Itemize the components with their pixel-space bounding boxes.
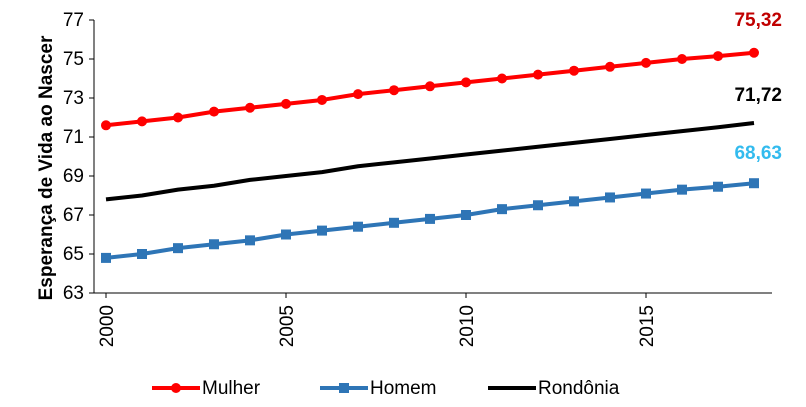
axes (89, 19, 772, 298)
data-point-mulher (497, 73, 507, 84)
data-point-homem (281, 229, 291, 240)
data-point-mulher (317, 94, 327, 105)
y-tick-label: 67 (63, 205, 84, 226)
data-point-homem (461, 210, 471, 220)
data-point-homem (497, 204, 507, 215)
data-point-homem (137, 249, 147, 259)
end-label-mulher: 75,32 (734, 10, 782, 31)
y-tick-label: 65 (63, 244, 84, 265)
data-point-mulher (173, 112, 183, 123)
data-point-homem (209, 239, 219, 250)
data-point-mulher (209, 106, 219, 117)
data-point-mulher (425, 81, 435, 92)
data-point-homem (389, 217, 399, 228)
data-point-homem (245, 235, 255, 246)
x-tick-label: 2005 (277, 305, 298, 347)
data-point-homem (425, 213, 435, 224)
data-point-mulher (569, 65, 579, 76)
y-tick-label: 69 (63, 166, 84, 187)
data-point-mulher (245, 102, 255, 113)
data-point-homem (173, 243, 183, 254)
series-group (101, 47, 759, 263)
x-tick-labels: 2000 2005 2010 2015 (97, 305, 658, 347)
legend-label-homem: Homem (370, 378, 437, 399)
legend: Mulher Homem Rondônia (152, 378, 620, 399)
data-point-homem (713, 181, 723, 192)
data-point-homem (569, 196, 579, 207)
data-point-homem (605, 192, 615, 203)
end-label-homem: 68,63 (734, 143, 782, 164)
y-tick-label: 77 (63, 10, 84, 31)
data-point-homem (317, 225, 327, 236)
data-point-mulher (389, 85, 399, 96)
data-point-mulher (713, 51, 723, 62)
data-point-homem (101, 252, 111, 263)
y-axis-label: Esperança de Vida ao Nascer (36, 35, 57, 300)
data-point-homem (641, 188, 651, 199)
data-point-homem (749, 178, 759, 189)
data-point-homem (533, 200, 543, 211)
x-tick-label: 2015 (637, 305, 658, 347)
end-labels: 75,32 68,63 71,72 (734, 10, 782, 164)
legend-label-mulher: Mulher (202, 378, 261, 399)
data-point-mulher (533, 69, 543, 80)
y-tick-label: 71 (63, 127, 84, 148)
legend-marker-mulher (171, 383, 181, 393)
legend-label-rond-nia: Rondônia (538, 378, 620, 399)
data-point-mulher (137, 116, 147, 127)
end-label-rond-nia: 71,72 (734, 85, 782, 106)
data-point-mulher (677, 54, 687, 64)
data-point-mulher (641, 57, 651, 68)
y-tick-label: 73 (63, 88, 84, 109)
data-point-homem (353, 221, 363, 232)
legend-marker-homem (339, 383, 349, 393)
data-point-mulher (605, 61, 615, 72)
y-tick-label: 63 (63, 283, 84, 304)
data-point-homem (677, 184, 687, 195)
x-tick-label: 2000 (97, 305, 118, 347)
x-tick-label: 2010 (457, 305, 478, 347)
data-point-mulher (281, 98, 291, 109)
y-tick-label: 75 (63, 49, 84, 70)
data-point-mulher (461, 77, 471, 88)
y-tick-labels: 63 65 67 69 71 73 75 77 (63, 10, 84, 304)
data-point-mulher (353, 89, 363, 100)
data-point-mulher (749, 47, 759, 58)
data-point-mulher (101, 120, 111, 131)
series-line-rond-nia (105, 120, 755, 202)
